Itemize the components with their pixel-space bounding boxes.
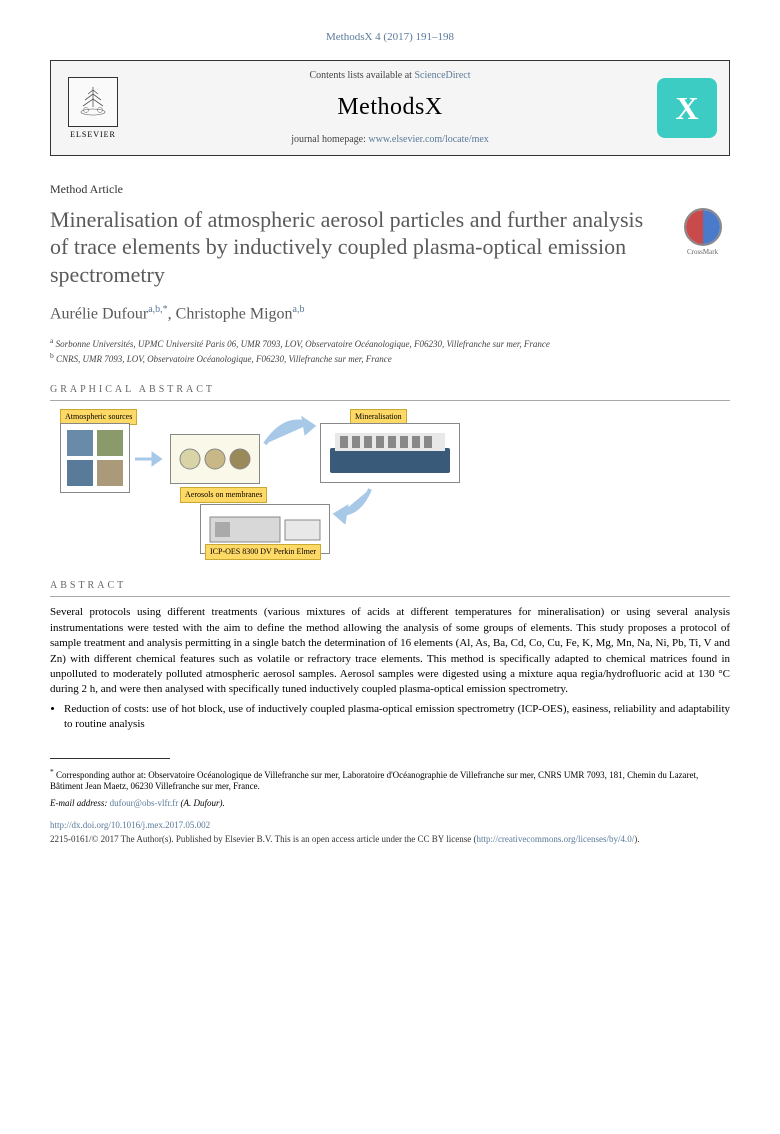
corresponding-author: * Corresponding author at: Observatoire …: [50, 767, 730, 793]
article-title: Mineralisation of atmospheric aerosol pa…: [50, 206, 675, 289]
ga-arrow-1-icon: [135, 449, 165, 474]
elsevier-tree-icon: [68, 77, 118, 127]
homepage-link[interactable]: www.elsevier.com/locate/mex: [368, 134, 488, 145]
email-line: E-mail address: dufour@obs-vlfr.fr (A. D…: [50, 797, 730, 810]
ga-sources-label: Atmospheric sources: [60, 409, 137, 424]
affil-b-text: CNRS, UMR 7093, LOV, Observatoire Océano…: [54, 354, 392, 364]
author-1-name: Aurélie Dufour: [50, 306, 148, 323]
ga-membranes-label: Aerosols on membranes: [180, 487, 267, 502]
abstract-label: ABSTRACT: [50, 579, 730, 597]
ga-membranes-box: [170, 434, 260, 484]
affil-a-text: Sorbonne Universités, UPMC Université Pa…: [53, 339, 550, 349]
author-2-affil: a,b: [293, 304, 305, 315]
ga-sources-box: [60, 423, 130, 493]
title-row: Mineralisation of atmospheric aerosol pa…: [50, 206, 730, 289]
article-type: Method Article: [50, 181, 730, 198]
authors: Aurélie Dufoura,b,*, Christophe Migona,b: [50, 303, 730, 326]
abstract-text: Several protocols using different treatm…: [50, 605, 730, 732]
crossmark-badge[interactable]: CrossMark: [675, 206, 730, 261]
contents-available: Contents lists available at ScienceDirec…: [133, 69, 647, 83]
doi-link[interactable]: http://dx.doi.org/10.1016/j.mex.2017.05.…: [50, 819, 730, 832]
journal-header: ELSEVIER Contents lists available at Sci…: [50, 60, 730, 156]
affiliation-b: b CNRS, UMR 7093, LOV, Observatoire Océa…: [50, 351, 730, 366]
email-label: E-mail address:: [50, 798, 110, 808]
copyright: 2215-0161/© 2017 The Author(s). Publishe…: [50, 834, 730, 846]
journal-name: MethodsX: [133, 91, 647, 125]
ga-diagram: Atmospheric sources Aerosols on membrane…: [50, 409, 730, 559]
ga-mineralisation-box: [320, 423, 460, 483]
abstract-bullets: Reduction of costs: use of hot block, us…: [50, 702, 730, 733]
abstract-body: Several protocols using different treatm…: [50, 606, 730, 695]
author-1-affil: a,b,*: [148, 304, 167, 315]
sciencedirect-link[interactable]: ScienceDirect: [414, 70, 470, 81]
corr-text: Corresponding author at: Observatoire Oc…: [50, 770, 698, 792]
crossmark-icon: [684, 208, 722, 246]
crossmark-label: CrossMark: [687, 248, 718, 258]
ga-arrow-3-icon: [330, 484, 380, 529]
abstract-section: ABSTRACT Several protocols using differe…: [50, 579, 730, 732]
elsevier-text: ELSEVIER: [70, 129, 116, 140]
cc-license-link[interactable]: http://creativecommons.org/licenses/by/4…: [476, 834, 634, 844]
ga-arrow-2-icon: [260, 414, 320, 454]
methodsx-logo-icon: X: [657, 78, 717, 138]
author-2-name: Christophe Migon: [176, 306, 293, 323]
homepage-prefix: journal homepage:: [291, 134, 368, 145]
ga-mineralisation-label: Mineralisation: [350, 409, 407, 424]
author-sep: ,: [168, 306, 176, 323]
ga-label: GRAPHICAL ABSTRACT: [50, 383, 730, 401]
affiliation-a: a Sorbonne Universités, UPMC Université …: [50, 336, 730, 351]
header-center: Contents lists available at ScienceDirec…: [133, 69, 647, 147]
email-suffix: (A. Dufour).: [178, 798, 225, 808]
copyright-prefix: 2215-0161/© 2017 The Author(s). Publishe…: [50, 834, 476, 844]
abstract-bullet-1: Reduction of costs: use of hot block, us…: [64, 702, 730, 733]
graphical-abstract-section: GRAPHICAL ABSTRACT Atmospheric sources A…: [50, 383, 730, 559]
homepage-line: journal homepage: www.elsevier.com/locat…: [133, 133, 647, 147]
journal-reference: MethodsX 4 (2017) 191–198: [50, 30, 730, 45]
elsevier-logo: ELSEVIER: [63, 73, 123, 143]
ga-icpoes-label: ICP-OES 8300 DV Perkin Elmer: [205, 544, 321, 559]
affiliations: a Sorbonne Universités, UPMC Université …: [50, 336, 730, 365]
email-link[interactable]: dufour@obs-vlfr.fr: [110, 798, 179, 808]
copyright-suffix: ).: [634, 834, 639, 844]
contents-prefix: Contents lists available at: [309, 70, 414, 81]
footer-separator: [50, 758, 170, 759]
